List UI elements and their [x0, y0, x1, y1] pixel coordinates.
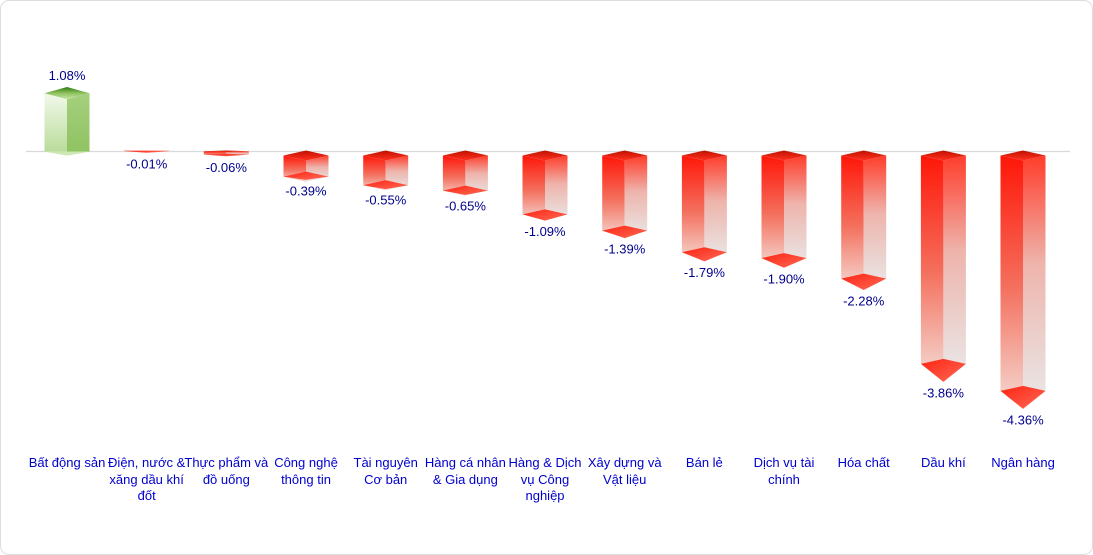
bar-column[interactable] [761, 150, 807, 268]
value-label: -0.01% [126, 156, 168, 171]
bar-column[interactable] [681, 150, 727, 262]
bar-column[interactable] [522, 150, 568, 221]
bar-column[interactable] [920, 150, 966, 382]
bar-column[interactable] [363, 150, 409, 191]
value-label: -1.09% [524, 224, 566, 239]
bar-column[interactable] [203, 150, 249, 157]
bar-column[interactable] [602, 150, 648, 239]
bar-column[interactable] [1000, 150, 1046, 409]
bar-column[interactable] [283, 150, 329, 182]
bar-column[interactable] [44, 87, 90, 156]
value-label: -1.79% [684, 265, 726, 280]
value-label: -1.39% [604, 242, 646, 257]
value-label: -0.65% [445, 199, 487, 214]
value-label: -2.28% [843, 294, 885, 309]
value-label: -0.06% [206, 160, 248, 175]
bar-column[interactable] [841, 150, 887, 291]
value-label: -3.86% [923, 386, 965, 401]
value-label: -1.90% [763, 271, 805, 286]
value-label: 1.08% [49, 68, 86, 83]
bar-column[interactable] [124, 150, 170, 153]
bar-column[interactable] [442, 150, 488, 196]
value-label: -4.36% [1002, 413, 1044, 428]
value-label: -0.39% [285, 183, 327, 198]
value-label: -0.55% [365, 193, 407, 208]
